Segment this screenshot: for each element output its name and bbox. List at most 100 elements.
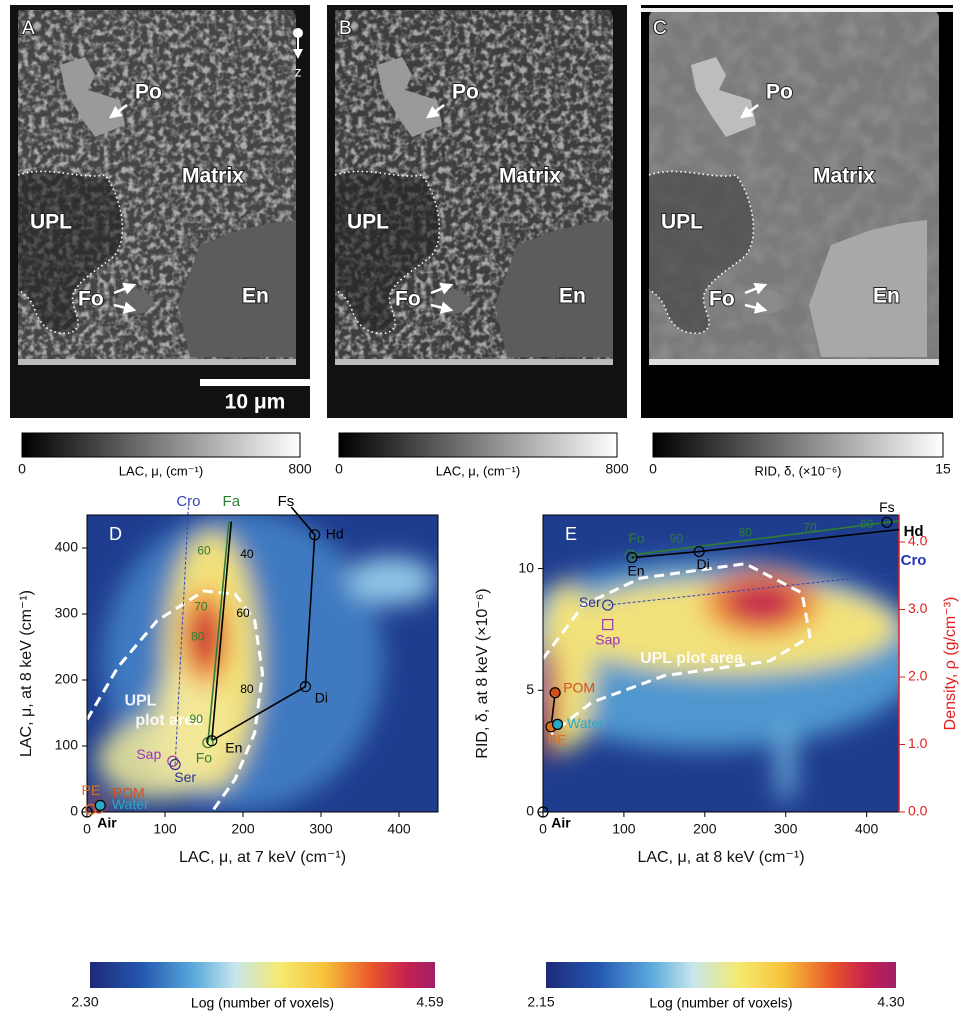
density-blob [190,607,218,668]
colorbar-min: 0 [649,461,657,477]
data-point [881,516,893,528]
upl-region [649,171,754,334]
y2-tick-label: 1.0 [908,735,928,751]
upl-outline [334,170,441,335]
density-blob [346,557,437,605]
colorbar [21,432,301,458]
composition-line [630,520,900,556]
fo-grain [748,290,784,314]
image-content [10,5,310,418]
y-axis-label: LAC, μ, at 8 keV (cm⁻¹) [18,590,35,757]
phase-label: En [559,285,586,308]
point-label: Di [315,689,328,705]
y2-axis-label: Density, ρ (g/cm⁻³) [942,597,959,731]
y-tick-label: 5 [526,681,534,697]
colorbar-min: 0 [18,461,26,477]
arrow [744,301,768,314]
phase-label: UPL [661,211,703,234]
annotation: 80 [739,525,753,539]
point-label: Water [567,715,604,731]
data-point [206,735,218,747]
colorbar-label: RID, δ, (×10⁻⁶) [755,463,842,478]
x-tick-label: 100 [153,821,177,837]
plot-frame [86,514,439,813]
phase-label: Matrix [182,165,244,188]
point-label: Air [551,815,571,831]
point-label: PE [548,731,567,747]
x-tick-label: 200 [693,821,717,837]
axis-label: z [295,64,302,80]
y-tick-label: 10 [518,559,534,575]
arrow [109,104,128,119]
panel-letter: B [339,18,352,39]
x-tick-label: 400 [855,821,879,837]
y2-tick-label: 4.0 [908,533,928,549]
y2-tick-label: 2.0 [908,668,928,684]
region-boundary [543,562,812,736]
point-label: Air [97,815,117,831]
x-tick-label: 0 [83,821,91,837]
annotation: Fa [223,493,241,510]
data-point [299,680,311,693]
data-point [626,552,638,564]
en-grain [178,220,296,357]
panel-letter: A [22,18,35,39]
y2-tick-label: 3.0 [908,600,928,616]
data-point [94,799,106,812]
composition-line [211,521,233,741]
scale-bar-label: 10 μm [225,391,286,414]
phase-label: Po [452,81,479,104]
upl-outline [17,170,124,335]
data-point [624,549,636,561]
annotation: 70 [803,521,817,535]
colorbar-max: 800 [288,461,312,477]
annotation: 60 [236,606,250,620]
point-label: PE [82,782,101,798]
bright-top [641,8,953,12]
phase-label: Fo [709,288,735,311]
region-label: UPL plot area [640,650,743,667]
annotation: 90 [670,532,684,546]
data-point [309,529,321,541]
point-label: Fo [196,749,213,765]
upl-outline [648,170,755,335]
point-label: Water [112,796,149,812]
composition-line [207,521,230,743]
annotation: Fs [278,493,295,510]
colorbar-max: 4.30 [877,994,904,1010]
scale-bar [200,379,310,386]
point-label: Di [697,556,710,572]
arrow [113,282,137,295]
image-content [327,5,627,418]
po-grain [377,57,442,137]
annotation: 80 [240,682,254,696]
arrow [430,282,454,295]
composition-line [607,572,900,606]
x-tick-label: 300 [309,821,333,837]
phase-label: Matrix [499,165,561,188]
data-point [169,758,181,771]
density-map [87,515,438,812]
phase-label: Fo [395,288,421,311]
y2-tick-label: 0.0 [908,803,928,819]
colorbar-label: LAC, μ, (cm⁻¹) [119,463,203,478]
upl-region [18,171,123,334]
density-blob [148,666,229,787]
annotation: 60 [197,543,211,557]
x-tick-label: 300 [774,821,798,837]
point-label: Fs [879,499,895,515]
y-tick-label: 0 [70,803,78,819]
axis-icon [293,28,303,38]
colorbar [546,962,896,988]
annotation: 60 [860,517,874,531]
image-panel: A Po Matrix UPL Fo En 10 μm z [10,5,310,418]
data-point [537,806,549,818]
colorbar [338,432,618,458]
annotation: 40 [240,547,254,561]
y-tick-label: 400 [55,539,79,555]
fo-grain [434,290,470,314]
phase-label: Po [766,81,793,104]
x-axis-label: LAC, μ, at 7 keV (cm⁻¹) [179,849,346,866]
density-blob [543,642,558,763]
